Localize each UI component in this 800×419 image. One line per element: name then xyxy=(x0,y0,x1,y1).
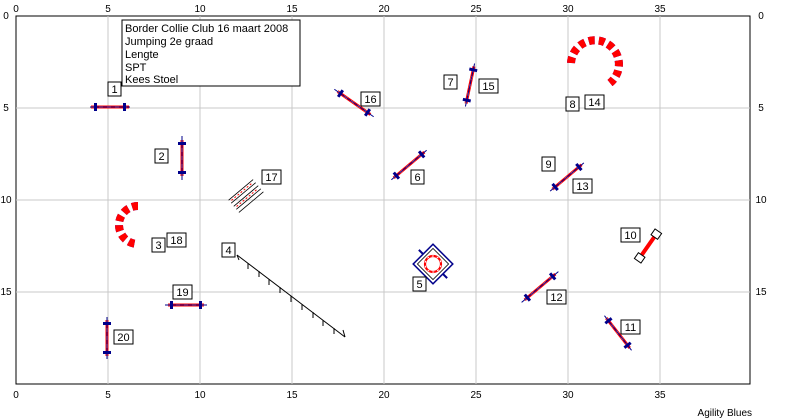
number-label-9: 9 xyxy=(541,156,556,172)
hurdle-1 xyxy=(90,103,130,111)
ruler-right-tick: 5 xyxy=(758,103,764,114)
footer-brand: Agility Blues xyxy=(698,408,752,419)
svg-text:8: 8 xyxy=(569,99,575,111)
svg-text:13: 13 xyxy=(576,181,588,193)
svg-text:4: 4 xyxy=(225,245,231,257)
info-line: Lengte xyxy=(125,49,159,61)
info-box-frame xyxy=(121,19,301,87)
number-label-19: 19 xyxy=(172,284,193,300)
ruler-bottom-tick: 10 xyxy=(194,390,206,401)
long-jump-10 xyxy=(633,228,663,264)
hurdle-9-13 xyxy=(549,162,585,192)
ruler-right-tick: 0 xyxy=(758,11,764,22)
ruler-bottom-tick: 25 xyxy=(470,390,482,401)
ruler-bottom-tick: 15 xyxy=(286,390,298,401)
ruler-right-tick: 10 xyxy=(755,195,767,206)
ruler-top-tick: 10 xyxy=(194,4,206,15)
svg-text:1: 1 xyxy=(111,84,117,96)
number-label-20: 20 xyxy=(113,329,134,345)
svg-text:11: 11 xyxy=(625,322,636,334)
hurdle-20 xyxy=(103,317,111,359)
number-label-11: 11 xyxy=(620,319,641,335)
tire-5 xyxy=(412,243,454,285)
svg-text:10: 10 xyxy=(624,230,636,242)
ruler-bottom-tick: 30 xyxy=(562,390,574,401)
number-label-17: 17 xyxy=(261,169,282,185)
svg-text:12: 12 xyxy=(550,292,562,304)
hurdle-11 xyxy=(604,315,632,351)
svg-text:18: 18 xyxy=(170,235,182,247)
ruler-top-tick: 15 xyxy=(286,4,298,15)
svg-text:15: 15 xyxy=(482,81,494,93)
svg-text:5: 5 xyxy=(416,279,422,291)
ruler-top-tick: 5 xyxy=(105,4,111,15)
svg-text:16: 16 xyxy=(364,94,376,106)
obstacle-numbers: 1 2 3 18 4 5 6 7 15 8 14 9 13 10 11 12 1… xyxy=(107,74,641,345)
svg-text:7: 7 xyxy=(447,77,453,89)
number-label-5: 5 xyxy=(412,276,427,292)
ruler-left-tick: 0 xyxy=(3,11,9,22)
svg-text:19: 19 xyxy=(176,287,188,299)
ruler-bottom: 0 5 10 15 20 25 30 35 xyxy=(13,390,666,401)
info-line: SPT xyxy=(125,62,147,74)
ruler-left-tick: 15 xyxy=(0,287,12,298)
number-label-2: 2 xyxy=(154,148,169,164)
ruler-left-tick: 10 xyxy=(0,195,12,206)
number-label-14: 14 xyxy=(584,94,605,110)
weave-poles-4 xyxy=(236,254,346,338)
number-label-8: 8 xyxy=(565,96,580,112)
number-label-10: 10 xyxy=(620,227,641,243)
hurdle-7-15 xyxy=(462,63,478,107)
number-label-4: 4 xyxy=(221,242,236,258)
number-label-3: 3 xyxy=(151,237,166,253)
ruler-bottom-tick: 0 xyxy=(13,390,19,401)
tunnel-3-18 xyxy=(115,202,139,248)
ruler-top-tick: 0 xyxy=(13,4,19,15)
info-line: Border Collie Club 16 maart 2008 xyxy=(125,23,288,35)
svg-text:17: 17 xyxy=(265,172,277,184)
info-line: Kees Stoel xyxy=(125,74,178,86)
ruler-right-tick: 15 xyxy=(755,287,767,298)
ruler-top-tick: 25 xyxy=(470,4,482,15)
ruler-top-tick: 35 xyxy=(654,4,666,15)
hurdle-6 xyxy=(391,149,427,181)
number-label-12: 12 xyxy=(546,289,567,305)
number-label-1: 1 xyxy=(107,81,122,97)
number-label-7: 7 xyxy=(443,74,458,90)
ruler-right: 0 5 10 15 xyxy=(755,11,767,298)
svg-text:6: 6 xyxy=(414,172,420,184)
ruler-bottom-tick: 20 xyxy=(378,390,390,401)
hurdle-2 xyxy=(178,136,186,180)
svg-text:14: 14 xyxy=(588,97,600,109)
ruler-left-tick: 5 xyxy=(3,103,9,114)
ruler-bottom-tick: 5 xyxy=(105,390,111,401)
number-label-13: 13 xyxy=(572,178,593,194)
number-label-15: 15 xyxy=(478,78,499,94)
svg-text:20: 20 xyxy=(117,332,129,344)
svg-text:3: 3 xyxy=(155,240,161,252)
hurdle-19 xyxy=(165,301,207,309)
info-line: Jumping 2e graad xyxy=(125,36,213,48)
wall-17 xyxy=(228,179,264,213)
ruler-left: 0 5 10 15 xyxy=(0,11,12,298)
ruler-bottom-tick: 35 xyxy=(654,390,666,401)
hurdle-16 xyxy=(334,88,374,118)
ruler-top: 0 5 10 15 20 25 30 35 xyxy=(13,4,666,15)
hurdle-12 xyxy=(521,271,559,303)
ruler-top-tick: 30 xyxy=(562,4,574,15)
ruler-top-tick: 20 xyxy=(378,4,390,15)
number-label-18: 18 xyxy=(166,232,187,248)
number-label-6: 6 xyxy=(410,169,425,185)
svg-text:9: 9 xyxy=(545,159,551,171)
info-box: Border Collie Club 16 maart 2008 Jumping… xyxy=(121,19,301,87)
tunnel-8-14 xyxy=(567,36,623,87)
number-label-16: 16 xyxy=(360,91,381,107)
svg-text:2: 2 xyxy=(158,151,164,163)
